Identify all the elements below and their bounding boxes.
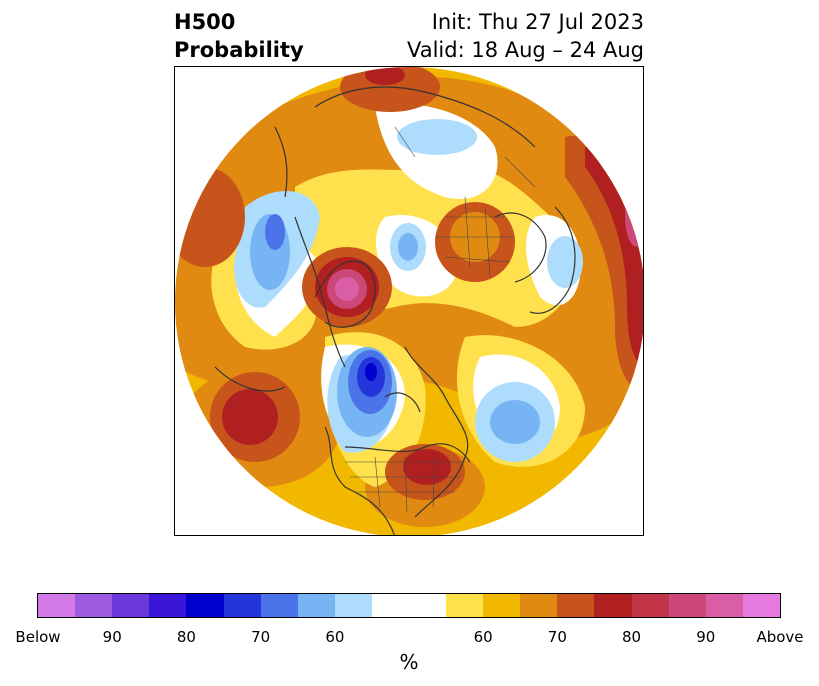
title-variable: H500 [174,10,236,34]
colorbar-segment [483,594,521,617]
colorbar-segment [260,594,298,617]
colorbar-tick-label: 80 [622,628,642,646]
colorbar-tick-label: 60 [473,628,493,646]
map-canvas [175,67,643,535]
colorbar-segment [38,594,76,617]
colorbar [37,593,781,618]
political-borders [345,126,536,513]
colorbar-segment [705,594,743,617]
probability-map [174,66,644,536]
colorbar-segment [223,594,261,617]
title-product: Probability [174,38,304,62]
colorbar-tick-label: 90 [102,628,122,646]
colorbar-segment [297,594,335,617]
above-80-area-north [365,67,405,85]
colorbar-tick-label: Below [15,628,61,646]
colorbar-tick-label: 80 [176,628,196,646]
colorbar-segment [557,594,595,617]
below-50-60-area-siberia [547,236,583,288]
colorbar-tick-label: 70 [547,628,567,646]
forecast-dates: Init: Thu 27 Jul 2023 Valid: 18 Aug – 24… [407,8,644,64]
colorbar-segment [75,594,113,617]
colorbar-segment [186,594,224,617]
colorbar-segment [742,594,780,617]
init-date: Init: Thu 27 Jul 2023 [431,10,644,34]
below-60-70-area-atlantic [490,400,540,444]
colorbar-segment [445,594,484,617]
map-title: H500 Probability [174,8,304,64]
above-80-area-us-east [403,449,451,485]
below-60-70-area-center [398,233,418,261]
colorbar-tick-label: 90 [696,628,716,646]
above-80-area-southwest [222,389,278,445]
above-95-core-greenland [335,277,359,301]
colorbar-tick-label: 60 [325,628,345,646]
below-50-60-area-north [397,119,477,155]
colorbar-segment [631,594,669,617]
colorbar-segment [334,594,372,617]
colorbar-segment [112,594,150,617]
colorbar-segment [371,594,446,617]
colorbar-segment [594,594,632,617]
colorbar-segment [520,594,558,617]
colorbar-unit: % [399,650,419,674]
colorbar-segment [149,594,187,617]
below-70-80-area-west [265,214,285,250]
valid-range: Valid: 18 Aug – 24 Aug [406,38,644,62]
colorbar-segment [668,594,706,617]
coastlines [214,86,621,535]
colorbar-tick-label: 70 [251,628,271,646]
below-90-core-canada [365,363,377,381]
colorbar-tick-label: Above [756,628,804,646]
